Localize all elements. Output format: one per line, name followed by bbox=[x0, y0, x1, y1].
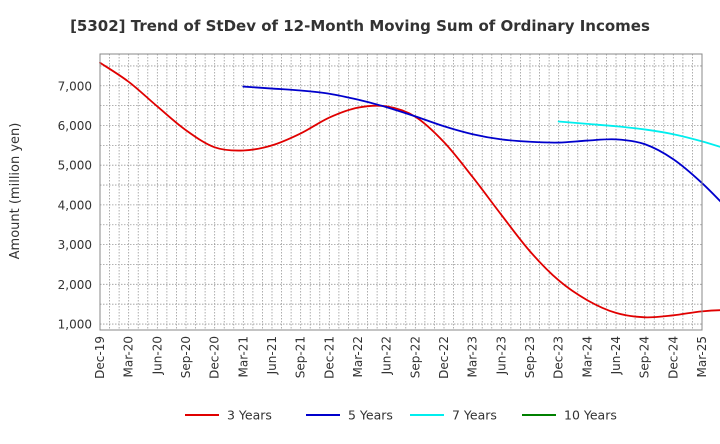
y-tick-label: 2,000 bbox=[58, 278, 92, 292]
x-tick-label: Jun-23 bbox=[494, 336, 508, 375]
x-tick-label: Sep-24 bbox=[638, 336, 652, 378]
series-lines bbox=[99, 61, 720, 319]
x-tick-label: Mar-21 bbox=[236, 336, 250, 377]
chart-title: [5302] Trend of StDev of 12-Month Moving… bbox=[70, 17, 650, 35]
x-tick-label: Jun-24 bbox=[609, 336, 623, 375]
plot-frame bbox=[99, 53, 703, 331]
y-tick-label: 1,000 bbox=[58, 318, 92, 332]
x-tick-labels: Dec-19 Mar-20 Jun-20 Sep-20 Dec-20 Mar-21 Jun-… bbox=[93, 336, 709, 379]
x-tick-label: Dec-24 bbox=[666, 336, 680, 379]
y-tick-label: 6,000 bbox=[58, 119, 92, 133]
x-tick-label: Sep-20 bbox=[179, 336, 193, 378]
y-tick-label: 7,000 bbox=[58, 79, 92, 93]
grid-lines bbox=[100, 54, 702, 330]
series-line-7-years bbox=[557, 120, 720, 148]
legend-label: 3 Years bbox=[227, 408, 272, 423]
x-tick-label: Mar-20 bbox=[122, 336, 136, 377]
x-tick-label: Sep-23 bbox=[523, 336, 537, 378]
x-tick-label: Dec-20 bbox=[208, 336, 222, 379]
x-tick-label: Sep-21 bbox=[294, 336, 308, 378]
x-tick-label: Jun-20 bbox=[150, 336, 164, 375]
y-tick-labels: 1,000 2,000 3,000 4,000 5,000 6,000 7,000 bbox=[58, 79, 92, 331]
y-tick-label: 4,000 bbox=[58, 198, 92, 212]
series-line-5-years bbox=[242, 85, 720, 203]
x-tick-label: Dec-22 bbox=[437, 336, 451, 379]
x-tick-label: Jun-22 bbox=[380, 336, 394, 375]
legend-label: 7 Years bbox=[452, 408, 497, 423]
x-tick-label: Mar-25 bbox=[695, 336, 709, 377]
x-tick-label: Jun-21 bbox=[265, 336, 279, 375]
legend-label: 10 Years bbox=[564, 408, 617, 423]
x-tick-label: Mar-22 bbox=[351, 336, 365, 377]
x-tick-label: Sep-22 bbox=[408, 336, 422, 378]
y-tick-label: 3,000 bbox=[58, 238, 92, 252]
y-tick-label: 5,000 bbox=[58, 159, 92, 173]
x-tick-label: Dec-23 bbox=[552, 336, 566, 379]
legend-label: 5 Years bbox=[348, 408, 393, 423]
x-tick-label: Mar-24 bbox=[580, 336, 594, 377]
legend: 3 Years 5 Years 7 Years 10 Years bbox=[185, 408, 617, 423]
y-axis-label: Amount (million yen) bbox=[8, 123, 23, 260]
series-line-3-years bbox=[99, 61, 720, 319]
x-tick-label: Mar-23 bbox=[466, 336, 480, 377]
x-tick-label: Dec-19 bbox=[93, 336, 107, 379]
x-tick-label: Dec-21 bbox=[322, 336, 336, 379]
